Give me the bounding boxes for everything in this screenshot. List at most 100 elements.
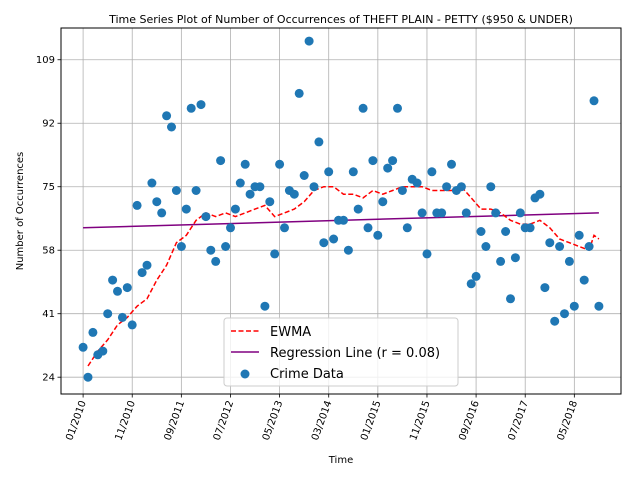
crime-data-point <box>324 167 334 177</box>
crime-data-point <box>240 159 250 169</box>
crime-data-point <box>113 286 122 296</box>
y-tick-label: 41 <box>42 309 55 320</box>
crime-data-point <box>481 242 491 251</box>
crime-data-point <box>348 167 358 177</box>
crime-data-point <box>275 159 285 169</box>
crime-data-point <box>201 212 211 222</box>
crime-data-point <box>103 309 113 319</box>
crime-data-point <box>560 309 569 319</box>
crime-data-point <box>314 137 324 147</box>
crime-data-point <box>122 283 132 293</box>
crime-data-point <box>491 208 501 218</box>
crime-data-point <box>353 204 363 214</box>
crime-data-point <box>186 103 196 113</box>
x-tick-label: 11/2010 <box>114 399 139 442</box>
crime-data-point <box>196 100 206 110</box>
crime-data-point <box>368 156 378 166</box>
crime-data-point <box>373 230 383 240</box>
crime-data-point <box>447 159 456 169</box>
crime-data-point <box>574 230 584 240</box>
crime-data-point <box>83 372 93 382</box>
crime-data-point <box>245 189 255 199</box>
crime-data-point <box>515 208 525 218</box>
crime-data-point <box>506 294 515 304</box>
legend-crime-marker <box>240 369 250 379</box>
crime-data-point <box>230 204 240 214</box>
crime-data-point <box>442 182 452 192</box>
crime-data-point <box>235 178 245 188</box>
legend-regression-label: Regression Line (r = 0.08) <box>270 346 440 361</box>
crime-data-point <box>309 182 319 192</box>
crime-data-points <box>78 36 604 382</box>
crime-data-point <box>339 215 348 225</box>
crime-data-point <box>181 204 191 214</box>
crime-data-point <box>117 312 127 322</box>
legend-crime-label: Crime Data <box>270 367 344 382</box>
crime-data-point <box>496 256 506 266</box>
y-tick-label: 24 <box>42 373 55 384</box>
x-tick-label: 01/2010 <box>64 399 89 442</box>
crime-data-point <box>343 245 353 255</box>
crime-data-point <box>383 163 393 173</box>
crime-data-point <box>265 197 275 207</box>
x-tick-label: 05/2013 <box>261 399 286 442</box>
y-tick-label: 92 <box>42 119 55 130</box>
x-tick-label: 05/2018 <box>556 399 581 442</box>
crime-data-point <box>589 96 599 106</box>
crime-data-point <box>461 208 471 218</box>
crime-data-point <box>221 242 231 251</box>
crime-data-point <box>88 327 98 337</box>
crime-data-point <box>456 182 466 192</box>
crime-data-point <box>388 156 398 166</box>
crime-data-point <box>191 186 201 195</box>
crime-data-point <box>255 182 265 192</box>
crime-data-point <box>545 238 555 248</box>
crime-data-point <box>167 122 176 132</box>
crime-data-point <box>402 223 412 233</box>
crime-data-point <box>422 249 432 259</box>
crime-data-point <box>294 88 304 98</box>
crime-data-point <box>127 320 137 330</box>
crime-data-point <box>137 268 147 278</box>
crime-data-point <box>412 178 422 188</box>
crime-data-point <box>417 208 427 218</box>
crime-data-point <box>142 260 152 270</box>
crime-data-point <box>226 223 235 233</box>
crime-data-point <box>564 256 574 266</box>
crime-data-point <box>476 227 486 236</box>
legend-ewma-label: EWMA <box>270 325 311 340</box>
x-tick-label: 11/2015 <box>408 399 433 442</box>
crime-data-point <box>569 301 579 311</box>
crime-data-point <box>363 223 373 233</box>
y-axis: 24 41 58 75 92 109 <box>36 55 61 384</box>
crime-data-point <box>466 279 476 289</box>
x-tick-label: 07/2012 <box>212 399 237 442</box>
crime-data-point <box>176 242 186 251</box>
crime-data-point <box>550 316 560 326</box>
crime-data-point <box>486 182 496 192</box>
crime-data-point <box>471 271 481 281</box>
crime-data-point <box>304 36 314 46</box>
ewma-layer <box>87 185 600 367</box>
x-axis: 01/2010 11/2010 09/2011 07/2012 05/2013 03/20… <box>64 394 580 442</box>
crime-data-point <box>270 249 280 259</box>
x-tick-label: 09/2016 <box>457 399 482 442</box>
legend-box <box>223 317 459 387</box>
crime-data-point <box>108 275 118 285</box>
y-tick-label: 75 <box>42 182 55 193</box>
crime-data-point <box>510 253 520 263</box>
x-tick-label: 01/2015 <box>359 399 384 442</box>
x-tick-label: 07/2017 <box>506 399 531 442</box>
crime-data-point <box>584 242 594 251</box>
crime-data-point <box>280 223 289 233</box>
y-tick-label: 109 <box>36 55 55 66</box>
crime-data-point <box>152 197 162 207</box>
crime-data-point <box>206 245 216 255</box>
x-tick-label: 09/2011 <box>163 399 188 442</box>
crime-data-point <box>501 227 511 236</box>
crime-data-point <box>358 103 368 113</box>
crime-data-point <box>157 208 167 218</box>
ewma-line <box>87 185 600 367</box>
crime-data-point <box>260 301 270 311</box>
